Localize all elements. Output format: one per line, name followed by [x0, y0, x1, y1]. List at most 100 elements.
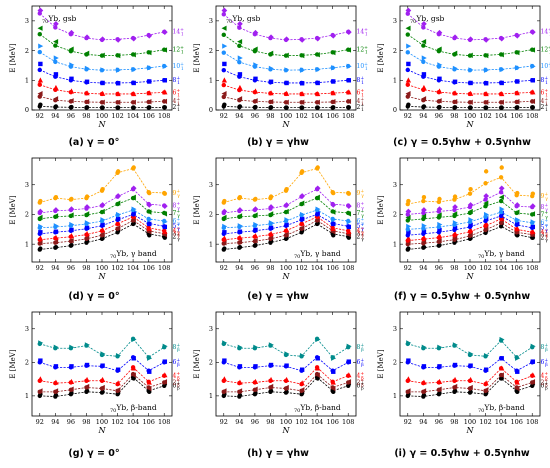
series-label: 9+ γ: [357, 188, 365, 199]
theory-point: [221, 82, 226, 88]
x-tick-label: 92: [220, 112, 228, 120]
x-tick-label: 96: [435, 112, 443, 120]
exp-point: [331, 217, 337, 223]
exp-point: [115, 220, 121, 226]
exp-point: [99, 90, 106, 96]
exp-point: [38, 230, 43, 235]
exp-point: [221, 208, 228, 215]
x-tick-label: 102: [111, 112, 123, 120]
exp-point: [299, 352, 306, 359]
exp-point: [284, 351, 290, 357]
x-tick-label: 98: [266, 418, 274, 426]
y-tick-label: 1: [209, 240, 213, 248]
x-tick-label: 102: [295, 418, 307, 426]
exp-point: [421, 195, 427, 200]
x-tick-label: 92: [404, 112, 412, 120]
exp-point: [146, 99, 152, 105]
exp-point: [514, 90, 520, 96]
series-2+1: [221, 102, 352, 110]
theory-point: [483, 181, 488, 186]
exp-point: [437, 221, 443, 228]
x-tick-label: 106: [510, 418, 522, 426]
caption-label: (a): [68, 137, 84, 148]
caption-label: (f): [393, 291, 407, 302]
exp-point: [498, 372, 504, 378]
exp-point: [283, 36, 290, 43]
series-label: 6+ 1: [357, 88, 365, 99]
x-tick-label: 106: [142, 112, 154, 120]
exp-point: [68, 98, 74, 104]
exp-point: [147, 369, 152, 374]
exp-point: [68, 237, 74, 244]
exp-point: [452, 388, 458, 394]
chart-annotation: 70Yb, gsb: [410, 14, 445, 25]
exp-point: [237, 213, 243, 219]
x-tick-label: 104: [127, 418, 139, 426]
series-4+1: [405, 91, 536, 105]
exp-point: [315, 66, 321, 73]
exp-point: [53, 104, 59, 109]
series-label: 0+ β: [541, 381, 549, 392]
caption-math: γ = 0°: [83, 448, 120, 459]
exp-point: [115, 216, 121, 222]
exp-point: [436, 386, 442, 392]
series-9+γ: [405, 165, 536, 207]
series-line: [223, 197, 349, 220]
chart-annotation: 70Yb, β-band: [478, 403, 525, 414]
exp-point: [147, 355, 153, 361]
exp-point: [38, 223, 44, 229]
y-tick-label: 3: [25, 325, 29, 333]
series-label: 2+ 1: [357, 103, 365, 114]
exp-point: [252, 237, 258, 244]
exp-point: [115, 380, 121, 386]
exp-point: [222, 223, 228, 229]
exp-point: [346, 105, 352, 110]
caption-label: (e): [247, 291, 263, 302]
exp-point: [468, 217, 474, 223]
exp-point: [237, 55, 243, 61]
chart-panel-b: 92 94 96 98 100 102 104 106 108 0 1 2 3 N E [MeV] 2+ 14+…: [193, 5, 368, 129]
exp-point: [53, 344, 59, 350]
exp-point: [268, 65, 274, 72]
series-label: 10+1: [173, 61, 185, 72]
exp-point: [314, 99, 320, 105]
exp-point: [131, 376, 136, 381]
series-label: 8+ β: [173, 343, 181, 354]
exp-point: [315, 365, 321, 371]
exp-point: [162, 224, 168, 230]
series-line: [407, 211, 533, 230]
series-6+1: [405, 77, 536, 97]
series-line: [39, 338, 165, 358]
exp-point: [468, 389, 473, 395]
exp-point: [467, 208, 473, 215]
x-axis-label: N: [98, 426, 107, 435]
exp-point: [268, 50, 274, 56]
exp-point: [268, 376, 274, 382]
exp-point: [530, 343, 536, 349]
exp-point: [405, 376, 412, 382]
exp-point: [147, 389, 152, 395]
y-tick-label: 3: [209, 325, 213, 333]
exp-point: [299, 200, 305, 206]
exp-point: [162, 372, 168, 378]
exp-point: [221, 235, 228, 241]
exp-point: [268, 79, 274, 84]
exp-point: [69, 390, 74, 396]
theory-point: [237, 43, 242, 49]
exp-point: [99, 99, 105, 105]
series-label: 8+ β: [541, 343, 549, 354]
y-tick-label: 1: [393, 392, 397, 400]
theory-point: [37, 67, 42, 73]
series-label: 10+1: [357, 61, 369, 72]
series-label: 2+ 1: [541, 103, 549, 114]
series-6+γ: [37, 206, 168, 231]
exp-point: [436, 212, 442, 218]
series-6+1: [37, 77, 168, 97]
exp-point: [53, 364, 59, 369]
series-label: 4+ γ: [357, 226, 365, 237]
exp-point: [468, 105, 473, 110]
x-tick-label: 104: [495, 264, 507, 272]
x-tick-label: 94: [51, 264, 59, 272]
exp-point: [345, 379, 352, 385]
x-axis-label: N: [282, 120, 291, 129]
